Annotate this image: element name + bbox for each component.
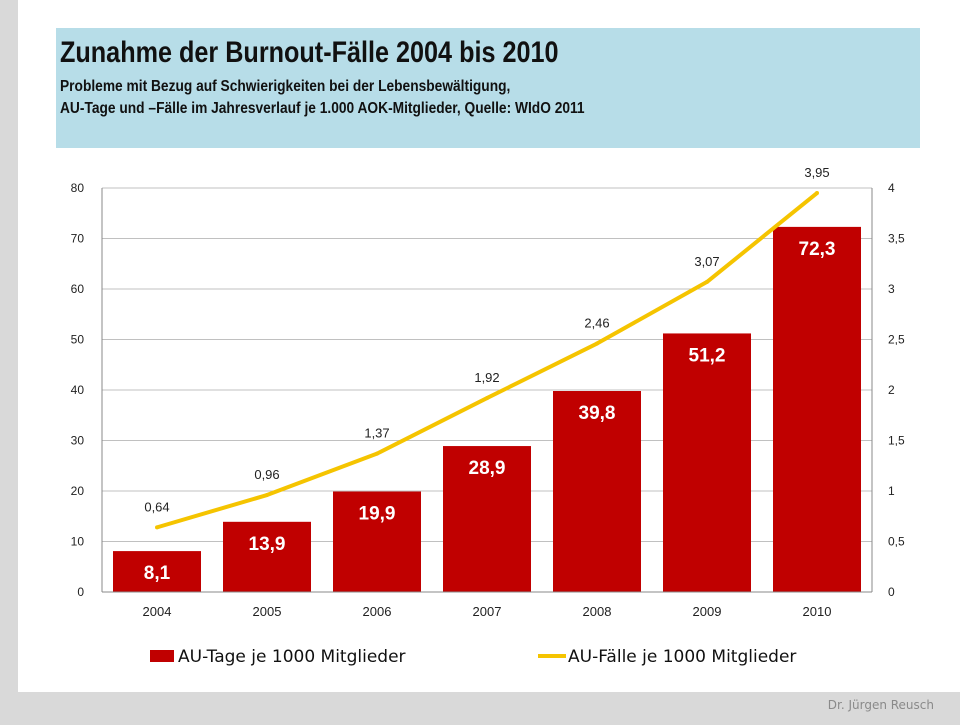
x-tick-label: 2009 bbox=[693, 604, 722, 619]
y-right-tick-label: 3,5 bbox=[888, 232, 905, 246]
line-point bbox=[815, 191, 819, 196]
bar bbox=[223, 521, 311, 592]
y-right-tick-label: 1,5 bbox=[888, 434, 905, 448]
x-tick-label: 2010 bbox=[803, 604, 832, 619]
line-point bbox=[265, 493, 269, 498]
bar-value-label: 28,9 bbox=[469, 458, 506, 479]
bar bbox=[333, 491, 421, 592]
line-point bbox=[485, 396, 489, 401]
y-left-tick-label: 40 bbox=[71, 383, 85, 397]
x-tick-label: 2006 bbox=[363, 604, 392, 619]
y-left-tick-label: 50 bbox=[71, 333, 85, 347]
x-tick-label: 2008 bbox=[583, 604, 612, 619]
y-right-tick-label: 3 bbox=[888, 282, 895, 296]
line-value-label: 1,37 bbox=[364, 426, 389, 441]
bar bbox=[553, 391, 641, 592]
y-left-tick-label: 10 bbox=[71, 535, 85, 549]
line-value-label: 3,07 bbox=[694, 254, 719, 269]
bar-value-label: 72,3 bbox=[799, 239, 836, 260]
line-point bbox=[155, 525, 159, 530]
y-left-tick-label: 20 bbox=[71, 484, 85, 498]
header-box bbox=[56, 28, 920, 148]
line-value-label: 1,92 bbox=[474, 370, 499, 385]
y-right-tick-label: 2,5 bbox=[888, 333, 905, 347]
bar bbox=[113, 551, 201, 592]
bar-value-label: 13,9 bbox=[249, 534, 286, 555]
y-right-tick-label: 0,5 bbox=[888, 535, 905, 549]
legend-label-line: AU-Fälle je 1000 Mitglieder bbox=[568, 647, 796, 667]
x-tick-label: 2007 bbox=[473, 604, 502, 619]
line-point bbox=[705, 279, 709, 284]
bar bbox=[443, 446, 531, 592]
chart-subtitle: Probleme mit Bezug auf Schwierigkeiten b… bbox=[60, 76, 585, 120]
x-tick-label: 2005 bbox=[253, 604, 282, 619]
bar bbox=[773, 226, 861, 592]
line-value-label: 0,96 bbox=[254, 467, 279, 482]
chart-title: Zunahme der Burnout-Fälle 2004 bis 2010 bbox=[60, 36, 559, 69]
legend-label-bars: AU-Tage je 1000 Mitglieder bbox=[178, 647, 406, 667]
y-right-tick-label: 0 bbox=[888, 585, 895, 599]
author-credit: Dr. Jürgen Reusch bbox=[827, 698, 934, 712]
bar bbox=[663, 333, 751, 592]
bar-value-label: 19,9 bbox=[359, 504, 396, 525]
y-right-tick-label: 1 bbox=[888, 484, 895, 498]
y-right-tick-label: 4 bbox=[888, 181, 895, 195]
y-right-tick-label: 2 bbox=[888, 383, 895, 397]
line-point bbox=[595, 341, 599, 346]
y-left-tick-label: 70 bbox=[71, 232, 85, 246]
subtitle-line-1: Probleme mit Bezug auf Schwierigkeiten b… bbox=[60, 78, 511, 95]
legend-swatch-bars bbox=[150, 650, 174, 662]
bar-value-label: 8,1 bbox=[144, 563, 171, 584]
bar-value-label: 51,2 bbox=[689, 345, 726, 366]
line-value-label: 2,46 bbox=[584, 316, 609, 331]
y-left-tick-label: 60 bbox=[71, 282, 85, 296]
x-tick-label: 2004 bbox=[143, 604, 172, 619]
bar-value-label: 39,8 bbox=[579, 403, 616, 424]
y-left-tick-label: 80 bbox=[71, 181, 85, 195]
y-left-tick-label: 0 bbox=[77, 585, 84, 599]
y-left-tick-label: 30 bbox=[71, 434, 85, 448]
line-point bbox=[375, 451, 379, 456]
subtitle-line-2: AU-Tage und –Fälle im Jahresverlauf je 1… bbox=[60, 100, 585, 117]
line-value-label: 3,95 bbox=[804, 165, 829, 180]
line-value-label: 0,64 bbox=[144, 499, 169, 514]
